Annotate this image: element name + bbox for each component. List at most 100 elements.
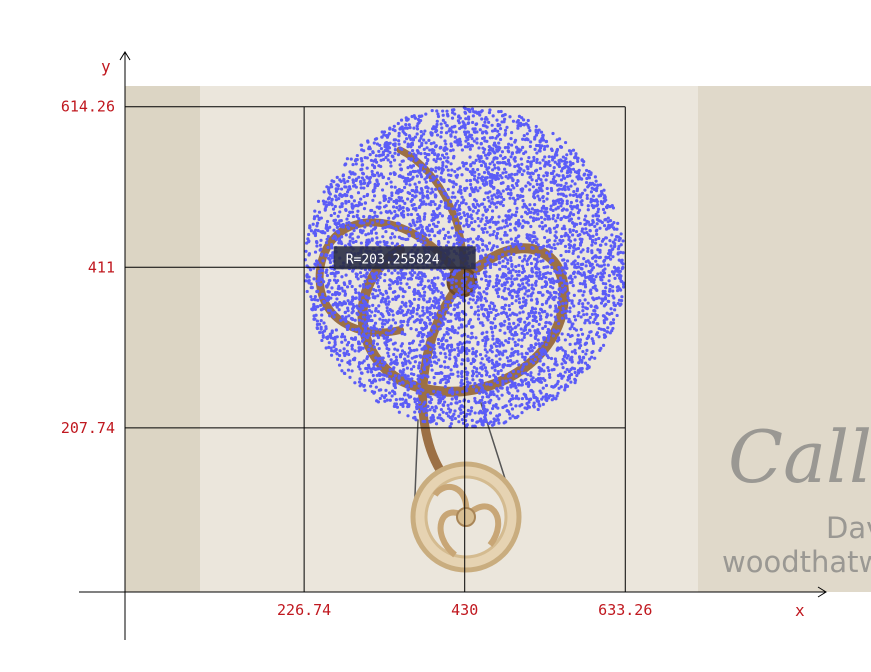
scatter-point [583, 218, 587, 222]
scatter-point [508, 354, 513, 358]
scatter-point [369, 384, 373, 388]
scatter-point [596, 272, 600, 276]
scatter-point [367, 365, 371, 370]
scatter-point [611, 294, 615, 298]
scatter-point [517, 290, 521, 294]
scatter-point [473, 198, 477, 202]
scatter-point [442, 315, 446, 319]
scatter-point [604, 217, 608, 222]
scatter-point [503, 247, 507, 251]
scatter-point [399, 281, 403, 285]
scatter-point [406, 166, 410, 170]
scatter-point [324, 241, 329, 245]
scatter-point [461, 310, 465, 314]
scatter-point [345, 285, 350, 289]
scatter-point [438, 310, 442, 315]
scatter-point [509, 237, 513, 241]
scatter-point [452, 348, 457, 352]
scatter-point [428, 322, 432, 326]
scatter-point [332, 180, 336, 184]
scatter-point [479, 156, 483, 160]
scatter-point [472, 161, 477, 165]
scatter-point [346, 309, 350, 313]
scatter-point [568, 334, 573, 338]
scatter-point [468, 147, 472, 151]
scatter-point [492, 229, 496, 234]
scatter-point [327, 345, 331, 349]
scatter-point [576, 262, 580, 266]
scatter-point [475, 211, 479, 215]
scatter-point [579, 315, 583, 319]
scatter-point [521, 282, 525, 286]
scatter-point [440, 343, 444, 347]
scatter-point [320, 313, 324, 317]
scatter-point [535, 160, 539, 165]
scatter-point [460, 334, 464, 338]
scatter-point [497, 413, 502, 417]
scatter-point [379, 158, 383, 162]
scatter-point [508, 115, 512, 119]
scatter-point [412, 297, 417, 301]
scatter-point [576, 159, 580, 164]
scatter-point [326, 245, 330, 250]
scatter-point [493, 379, 497, 383]
scatter-point [407, 234, 411, 238]
scatter-point [465, 377, 469, 381]
scatter-point [509, 191, 513, 195]
scatter-point [559, 253, 563, 258]
scatter-point [536, 407, 540, 412]
scatter-point [446, 403, 450, 407]
scatter-point [305, 264, 309, 268]
scatter-point [438, 211, 442, 216]
scatter-point [403, 332, 407, 336]
scatter-point [361, 315, 366, 319]
scatter-point [570, 233, 575, 237]
scatter-point [488, 172, 492, 177]
scatter-point [541, 363, 545, 367]
scatter-point [565, 259, 570, 263]
scatter-point [609, 307, 613, 311]
scatter-point [544, 161, 548, 165]
scatter-point [494, 136, 498, 140]
scatter-point [362, 221, 366, 225]
scatter-point [604, 227, 609, 231]
scatter-point [413, 400, 417, 404]
scatter-point [510, 332, 514, 336]
scatter-point [550, 265, 554, 270]
scatter-point [523, 371, 528, 375]
scatter-point [386, 311, 391, 315]
scatter-point [483, 308, 488, 312]
scatter-point [465, 212, 470, 216]
scatter-point [419, 172, 423, 177]
scatter-point [392, 360, 397, 364]
scatter-point [534, 342, 538, 346]
scatter-point [588, 321, 592, 325]
scatter-point [593, 356, 597, 360]
scatter-point [506, 240, 510, 244]
scatter-point [315, 244, 319, 248]
scatter-point [404, 180, 408, 184]
scatter-point [559, 192, 563, 196]
scatter-point [546, 271, 550, 275]
scatter-point [594, 212, 598, 216]
scatter-point [444, 131, 449, 135]
scatter-point [494, 205, 498, 209]
scatter-point [573, 275, 577, 279]
scatter-point [465, 219, 469, 223]
scatter-point [429, 397, 434, 402]
scatter-point [317, 279, 321, 283]
scatter-point [486, 258, 490, 262]
scatter-point [496, 312, 500, 316]
scatter-point [393, 347, 397, 351]
scatter-point [581, 302, 585, 306]
scatter-point [571, 271, 576, 275]
scatter-point [410, 314, 415, 319]
scatter-point [414, 418, 418, 422]
scatter-point [483, 117, 488, 121]
scatter-point [540, 181, 544, 185]
scatter-point [598, 275, 603, 279]
scatter-point [573, 170, 578, 174]
scatter-point [340, 335, 344, 339]
scatter-point [567, 376, 572, 380]
scatter-point [500, 253, 505, 257]
